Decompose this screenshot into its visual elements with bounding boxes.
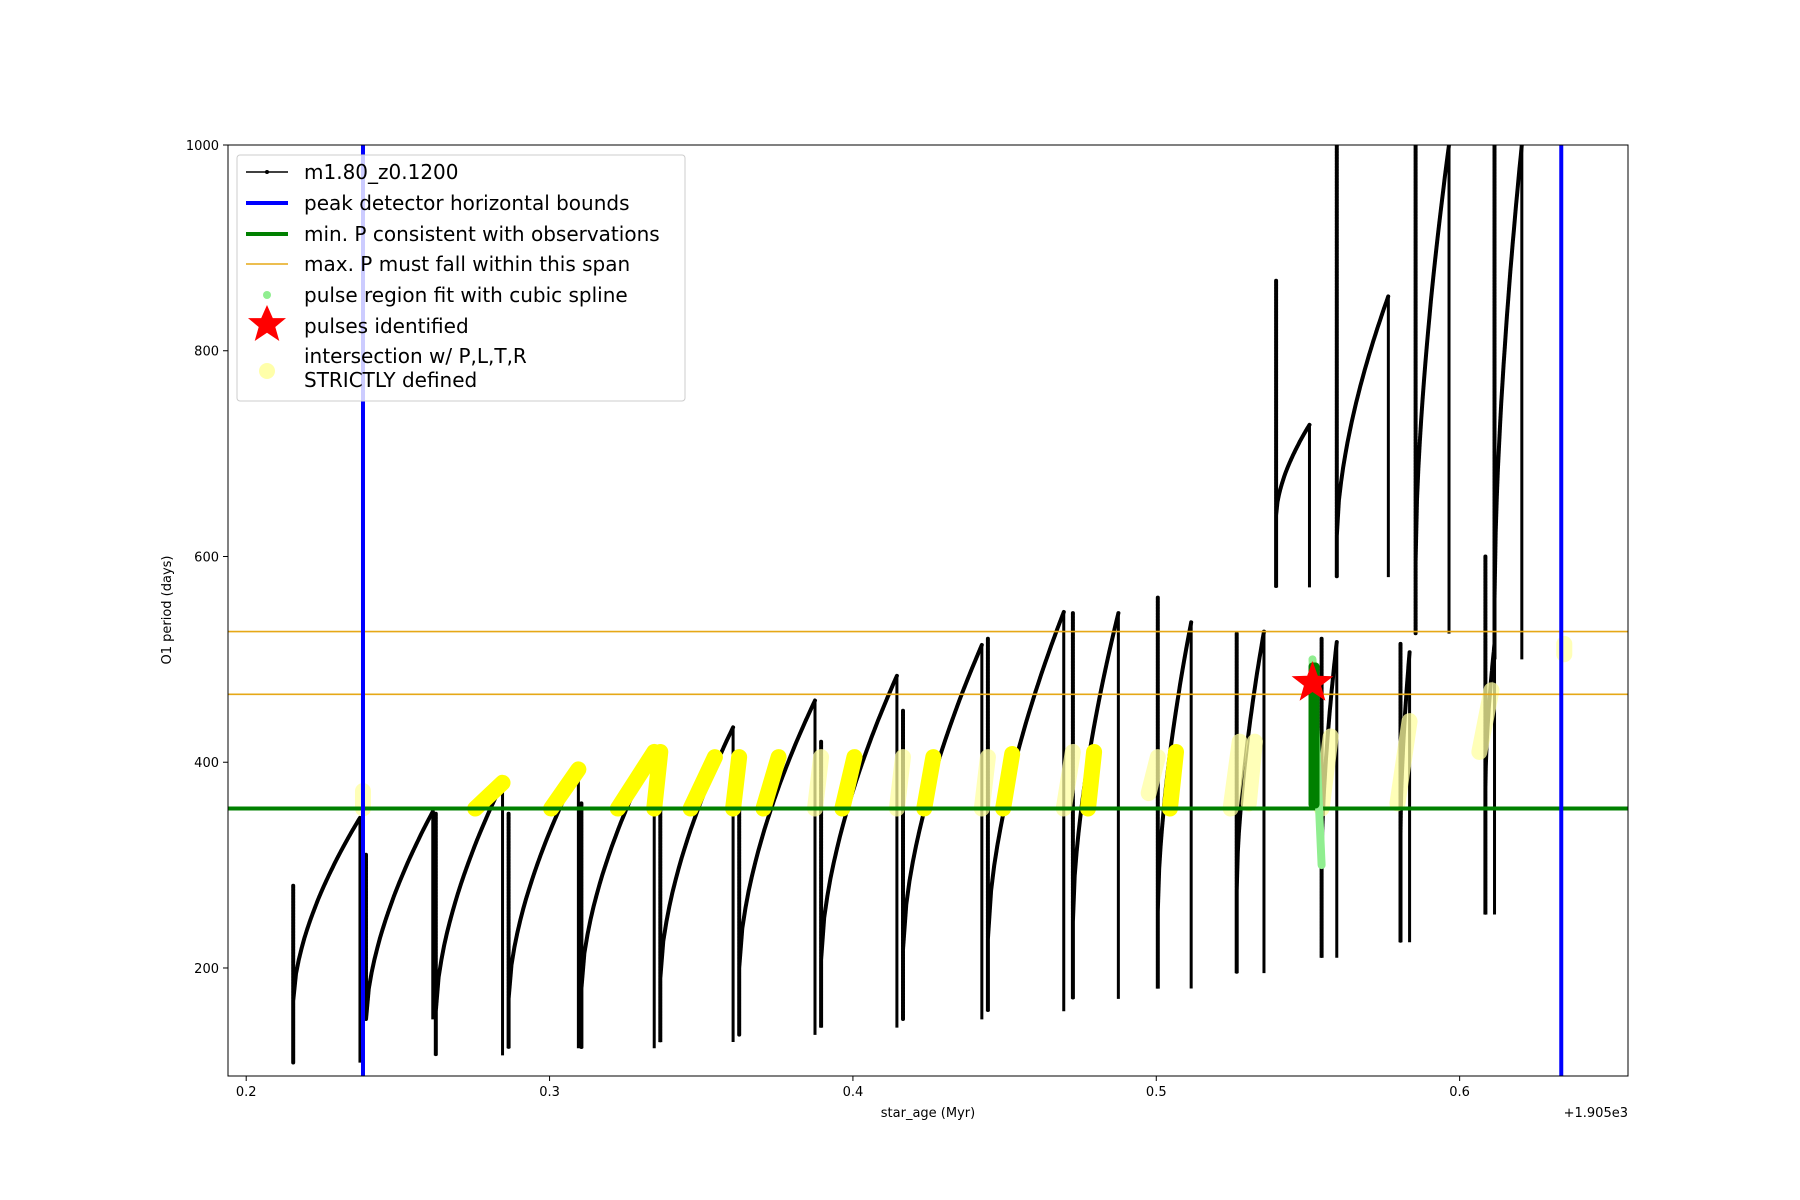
- intersection-marker: [916, 749, 942, 817]
- legend-entry-spline: pulse region fit with cubic spline: [263, 283, 628, 307]
- intersection-marker: [1140, 749, 1166, 802]
- y-axis-label: O1 period (days): [160, 555, 175, 664]
- y-tick-label: 800: [194, 345, 219, 360]
- legend-dot-icon: [259, 363, 275, 379]
- intersection-marker: [1222, 733, 1248, 817]
- intersection-marker: [467, 774, 511, 817]
- legend-label-spline: pulse region fit with cubic spline: [304, 283, 628, 307]
- legend-label-line: STRICTLY defined: [304, 368, 477, 392]
- x-tick-label: 0.5: [1146, 1085, 1167, 1100]
- data-layer: [228, 145, 1628, 1076]
- intersection-marker: [1240, 733, 1263, 812]
- intersection-marker: [1313, 728, 1339, 817]
- legend-entry-minp: min. P consistent with observations: [246, 222, 660, 246]
- intersection-marker: [1055, 743, 1081, 817]
- x-offset-label: +1.905e3: [1564, 1106, 1628, 1121]
- intersection-marker: [834, 749, 863, 817]
- x-axis: 0.2 0.3 0.4 0.5 0.6: [236, 1076, 1470, 1100]
- green-pulse-band: [1308, 662, 1320, 809]
- intersection-marker: [543, 761, 587, 817]
- legend: m1.80_z0.1200 peak detector horizontal b…: [236, 154, 686, 402]
- track-cycle: [1155, 595, 1194, 989]
- legend-entry-intersection: intersection w/ P,L,T,R STRICTLY defined: [259, 344, 527, 392]
- intersection-marker: [755, 749, 787, 817]
- legend-entry-maxp: max. P must fall within this span: [246, 252, 630, 276]
- track-cycle: [1234, 629, 1266, 974]
- y-tick-label: 1000: [186, 139, 219, 154]
- intersection-marker: [646, 743, 669, 817]
- legend-label-track: m1.80_z0.1200: [304, 160, 459, 184]
- x-axis-label: star_age (Myr): [881, 1106, 975, 1121]
- track-cycle: [364, 809, 435, 1020]
- legend-label-bounds: peak detector horizontal bounds: [304, 191, 630, 215]
- track-cycle-upper: [1413, 145, 1451, 634]
- track-cycle-upper: [1274, 278, 1312, 588]
- plot-frame: [227, 144, 1629, 1077]
- intersection-marker: [888, 749, 911, 817]
- legend-label-pulses: pulses identified: [304, 314, 469, 338]
- track-cycle-upper: [1334, 145, 1391, 578]
- intersection-marker: [1161, 743, 1184, 817]
- track-cycle-upper: [1492, 145, 1524, 660]
- intersection-marker: [725, 749, 748, 817]
- legend-dot-icon: [265, 170, 269, 174]
- legend-entry-bounds: peak detector horizontal bounds: [246, 191, 630, 215]
- legend-entry-track: m1.80_z0.1200: [246, 160, 459, 184]
- track-cycle: [985, 610, 1066, 1012]
- legend-label-minp: min. P consistent with observations: [304, 222, 660, 246]
- x-tick-label: 0.6: [1449, 1085, 1470, 1100]
- intersection-marker: [973, 749, 996, 817]
- y-tick-label: 600: [194, 550, 219, 565]
- legend-entry-pulses: pulses identified: [248, 305, 469, 341]
- x-tick-label: 0.3: [539, 1085, 560, 1100]
- intersection-marker: [1080, 743, 1103, 817]
- x-tick-label: 0.2: [236, 1085, 257, 1100]
- track-cycle: [1070, 611, 1121, 999]
- y-tick-label: 400: [194, 756, 219, 771]
- intersection-marker: [1471, 682, 1500, 760]
- y-tick-label: 200: [194, 962, 219, 977]
- intersection-marker: [1389, 713, 1418, 812]
- legend-dot-icon: [263, 291, 271, 299]
- intersection-marker: [995, 746, 1021, 817]
- star-icon: [248, 305, 286, 341]
- x-tick-label: 0.4: [843, 1085, 864, 1100]
- pulse-star: [1291, 661, 1334, 701]
- legend-frame: [236, 154, 686, 402]
- legend-label-line: intersection w/ P,L,T,R: [304, 344, 527, 368]
- intersection-marker: [806, 749, 830, 817]
- intersection-marker: [682, 749, 723, 817]
- track-cycle: [291, 815, 362, 1063]
- legend-label-intersection: intersection w/ P,L,T,R STRICTLY defined: [304, 344, 527, 392]
- legend-label-maxp: max. P must fall within this span: [304, 252, 630, 276]
- y-axis: 200 400 600 800 1000: [186, 139, 228, 977]
- intersection-marker: [609, 743, 663, 817]
